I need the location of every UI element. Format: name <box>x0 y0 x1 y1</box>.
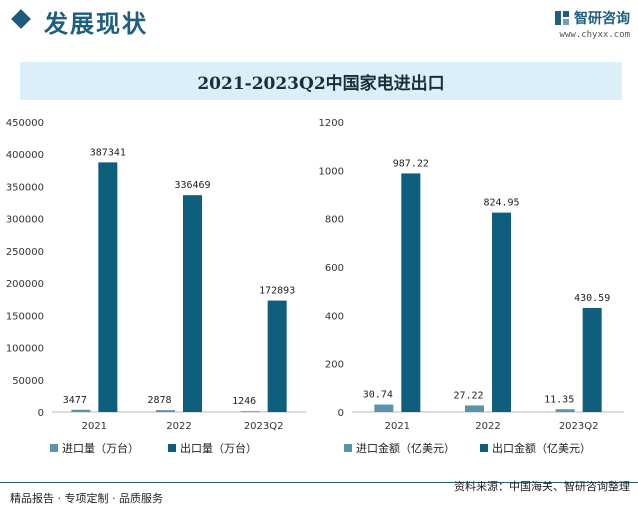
volume-bar-import <box>156 410 175 412</box>
value-legend-label: 出口金额（亿美元） <box>492 441 591 455</box>
value-x-tick-label: 2021 <box>385 421 410 432</box>
volume-x-tick-label: 2021 <box>82 421 107 432</box>
volume-bar-export <box>267 300 287 412</box>
footer-divider <box>0 482 638 483</box>
volume-legend-swatch <box>50 444 58 452</box>
value-y-tick-label: 1000 <box>319 166 344 177</box>
value-y-tick-label: 400 <box>325 311 344 322</box>
value-y-tick-label: 200 <box>325 360 344 371</box>
value-data-label: 987.22 <box>393 158 429 169</box>
brand-block: 智研咨询 www.chyxx.com <box>554 8 630 40</box>
value-legend-label: 进口金额（亿美元） <box>356 441 455 455</box>
value-bar-export <box>401 173 421 412</box>
value-data-label: 27.22 <box>453 390 483 401</box>
volume-data-label: 2878 <box>147 395 171 406</box>
volume-y-tick-label: 400000 <box>6 150 44 161</box>
value-data-label: 30.74 <box>363 390 393 401</box>
volume-data-label: 1246 <box>232 396 256 407</box>
volume-data-label: 172893 <box>259 286 295 297</box>
volume-bar-import <box>71 409 91 412</box>
value-bar-import <box>465 405 484 412</box>
volume-y-tick-label: 50000 <box>12 376 44 387</box>
volume-data-label: 387341 <box>90 147 126 158</box>
volume-y-tick-label: 0 <box>38 408 44 419</box>
value-data-label: 430.59 <box>574 293 610 304</box>
volume-y-tick-label: 300000 <box>6 215 44 226</box>
value-bar-import <box>555 409 575 412</box>
volume-x-tick-label: 2022 <box>166 421 191 432</box>
volume-y-tick-label: 450000 <box>6 118 44 129</box>
value-y-tick-label: 0 <box>338 408 344 419</box>
brand-url: www.chyxx.com <box>559 30 630 40</box>
value-legend-swatch <box>344 444 352 452</box>
volume-y-tick-label: 200000 <box>6 279 44 290</box>
brand-logo-icon <box>555 11 569 25</box>
volume-legend-label: 出口量（万台） <box>180 441 257 455</box>
volume-y-tick-label: 150000 <box>6 311 44 322</box>
volume-bar-export <box>183 195 202 412</box>
volume-x-tick-label: 2023Q2 <box>244 421 284 432</box>
volume-y-tick-label: 100000 <box>6 344 44 355</box>
chart-title: 2021-2023Q2中国家电进出口 <box>197 73 445 94</box>
volume-bar-export <box>98 162 118 412</box>
value-data-label: 824.95 <box>483 198 519 209</box>
volume-y-tick-label: 350000 <box>6 182 44 193</box>
page-header: 发展现状 智研咨询 www.chyxx.com <box>0 0 638 46</box>
value-legend-swatch <box>480 444 488 452</box>
value-bar-import <box>374 404 394 412</box>
value-y-tick-label: 600 <box>325 263 344 274</box>
volume-legend-swatch <box>168 444 176 452</box>
volume-bar-import <box>240 411 260 412</box>
value-x-tick-label: 2022 <box>475 421 500 432</box>
volume-data-label: 3477 <box>63 395 87 406</box>
volume-data-label: 336469 <box>174 180 210 191</box>
value-x-tick-label: 2023Q2 <box>559 421 599 432</box>
value-y-tick-label: 1200 <box>319 118 344 129</box>
section-title: 发展现状 <box>44 10 148 38</box>
chart-title-bar: 2021-2023Q2中国家电进出口 <box>20 62 622 100</box>
volume-y-tick-label: 250000 <box>6 247 44 258</box>
footer-tagline: 精品报告 · 专项定制 · 品质服务 <box>10 492 163 505</box>
value-bar-export <box>582 307 602 412</box>
value-bar-export <box>492 212 511 412</box>
value-data-label: 11.35 <box>544 394 574 405</box>
footer-source: 资料来源：中国海关、智研咨询整理 <box>454 480 630 493</box>
brand-name: 智研咨询 <box>574 11 630 27</box>
value-y-tick-label: 800 <box>325 215 344 226</box>
volume-legend-label: 进口量（万台） <box>62 441 139 455</box>
